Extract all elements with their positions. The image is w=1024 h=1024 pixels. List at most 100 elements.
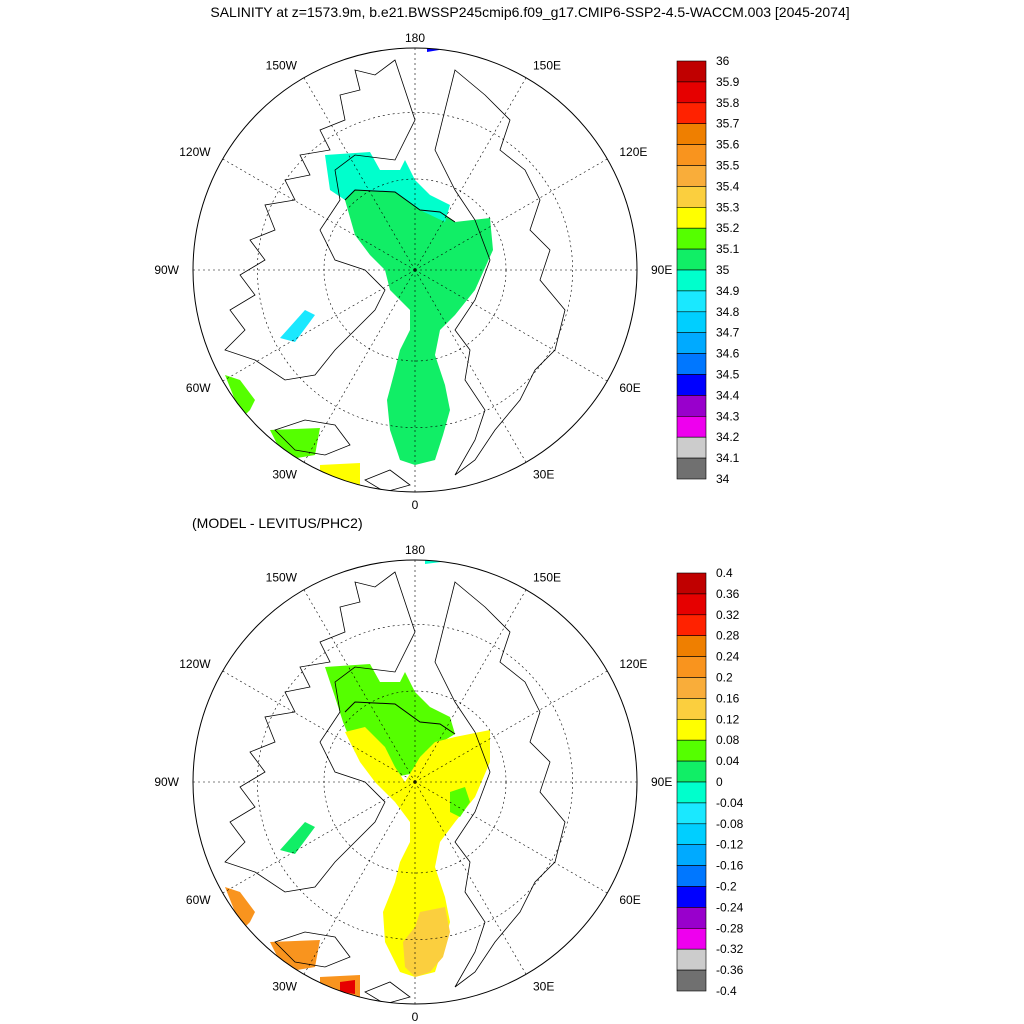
colorbar-tick-label: 34.9	[716, 284, 740, 298]
meridian-line-10	[222, 670, 416, 783]
fill-region-main	[345, 727, 490, 977]
colorbar-tick-label: -0.32	[716, 942, 744, 956]
meridian-line-1	[414, 589, 527, 783]
meridian-line-7	[303, 781, 416, 975]
colorbar-tick-label: 34.7	[716, 326, 740, 340]
longitude-label-120e: 120E	[619, 657, 647, 671]
map-boundary	[192, 559, 638, 1005]
colorbar-swatch	[676, 165, 707, 187]
colorbar-tick-label: 34.1	[716, 451, 740, 465]
colorbar-swatch	[676, 60, 707, 83]
meridian-line-11	[303, 589, 416, 783]
fill-region-lab	[280, 310, 315, 342]
colorbar-swatch	[676, 593, 707, 616]
colorbar-swatch	[676, 844, 707, 866]
coastline-3	[364, 469, 411, 492]
colorbar-swatch	[676, 739, 707, 762]
coastline-2	[274, 931, 351, 968]
colorbar-swatch	[676, 144, 707, 166]
colorbar-tick-label: -0.36	[716, 963, 744, 977]
colorbar-swatch	[676, 781, 707, 804]
longitude-label-60w: 60W	[186, 381, 211, 395]
colorbar-tick-label: 35.7	[716, 117, 740, 131]
colorbar-tick-label: 0.4	[716, 566, 733, 580]
colorbar-swatch	[676, 415, 707, 438]
contour-line	[344, 701, 456, 735]
colorbar-tick-label: 35.2	[716, 221, 740, 235]
colorbar-swatch	[676, 332, 707, 354]
longitude-label-30e: 30E	[533, 979, 554, 993]
longitude-label-180: 180	[405, 543, 425, 557]
colorbar-tick-label: 35.1	[716, 242, 740, 256]
longitude-label-0: 0	[412, 1010, 419, 1024]
meridian-line-4	[414, 269, 608, 382]
colorbar-swatch	[676, 81, 707, 104]
colorbar-swatch	[676, 802, 707, 825]
colorbar-tick-label: 0.24	[716, 650, 740, 664]
fill-region-gold	[403, 907, 450, 977]
colorbar-tick-label: -0.2	[716, 880, 737, 894]
colorbar-swatch	[676, 614, 707, 636]
longitude-label-0: 0	[412, 498, 419, 512]
map-boundary	[192, 47, 638, 493]
colorbar-tick-label: 34.2	[716, 430, 740, 444]
colorbar-tick-label: 35.3	[716, 200, 740, 214]
longitude-label-120e: 120E	[619, 145, 647, 159]
longitude-label-60e: 60E	[619, 893, 640, 907]
bottom-colorbar: 0.4 0.36 0.32 0.28 0.24 0.2 0.16 0.12 0.08 0.04 0 -…	[676, 566, 744, 998]
bottom-subtitle: (MODEL - LEVITUS/PHC2)	[192, 515, 363, 531]
meridian-line-8	[222, 781, 416, 894]
colorbar-swatch	[676, 311, 707, 333]
colorbar-tick-label: -0.04	[716, 796, 744, 810]
colorbar-swatch	[676, 457, 707, 480]
colorbar-tick-label: 0	[716, 775, 723, 789]
meridian-line-11	[303, 77, 416, 271]
bottom-map-panel: 180 150E 120E 90E 60E 30E 0 30W 60W 90W 120W 150W	[154, 543, 672, 1024]
main-title: SALINITY at z=1573.9m, b.e21.BWSSP245cmi…	[210, 4, 849, 20]
longitude-label-150w: 150W	[266, 571, 298, 585]
fill-region-right-inset	[450, 787, 470, 817]
colorbar-swatch	[676, 102, 707, 125]
longitude-label-60w: 60W	[186, 893, 211, 907]
longitude-label-90w: 90W	[154, 263, 179, 277]
colorbar-tick-label: -0.4	[716, 984, 737, 998]
colorbar-swatch	[676, 395, 707, 417]
colorbar-tick-label: 0.28	[716, 629, 740, 643]
contour-line	[344, 189, 456, 223]
longitude-label-30e: 30E	[533, 467, 554, 481]
colorbar-swatch	[676, 948, 707, 971]
meridian-line-8	[222, 269, 416, 382]
colorbar-swatch	[676, 374, 707, 396]
longitude-label-60e: 60E	[619, 381, 640, 395]
fill-region-lab	[280, 822, 315, 854]
colorbar-swatch	[676, 886, 707, 908]
colorbar-swatch	[676, 290, 707, 313]
colorbar-tick-label: 35	[716, 263, 730, 277]
longitude-label-30w: 30W	[272, 467, 297, 481]
colorbar-tick-label: 0.08	[716, 733, 740, 747]
colorbar-tick-label: 0.12	[716, 712, 740, 726]
colorbar-swatch	[676, 718, 707, 741]
colorbar-swatch	[676, 698, 707, 720]
longitude-label-90w: 90W	[154, 775, 179, 789]
longitude-label-150e: 150E	[533, 571, 561, 585]
colorbar-tick-label: -0.24	[716, 900, 744, 914]
coastline-2	[274, 419, 351, 456]
colorbar-swatch	[676, 969, 707, 992]
colorbar-tick-label: 35.9	[716, 75, 740, 89]
fill-region-main	[345, 190, 493, 465]
colorbar-tick-label: -0.16	[716, 859, 744, 873]
meridian-line-10	[222, 158, 416, 271]
colorbar-tick-label: 0.16	[716, 691, 740, 705]
colorbar-tick-label: 34.4	[716, 388, 740, 402]
colorbar-swatch	[676, 572, 707, 595]
coastline-1	[434, 581, 566, 988]
colorbar-tick-label: 0.32	[716, 608, 740, 622]
longitude-label-180: 180	[405, 31, 425, 45]
coastline-3	[364, 981, 411, 1004]
colorbar-swatch	[676, 436, 707, 459]
colorbar-swatch	[676, 677, 707, 699]
longitude-label-120w: 120W	[179, 657, 211, 671]
colorbar-swatch	[676, 760, 707, 783]
